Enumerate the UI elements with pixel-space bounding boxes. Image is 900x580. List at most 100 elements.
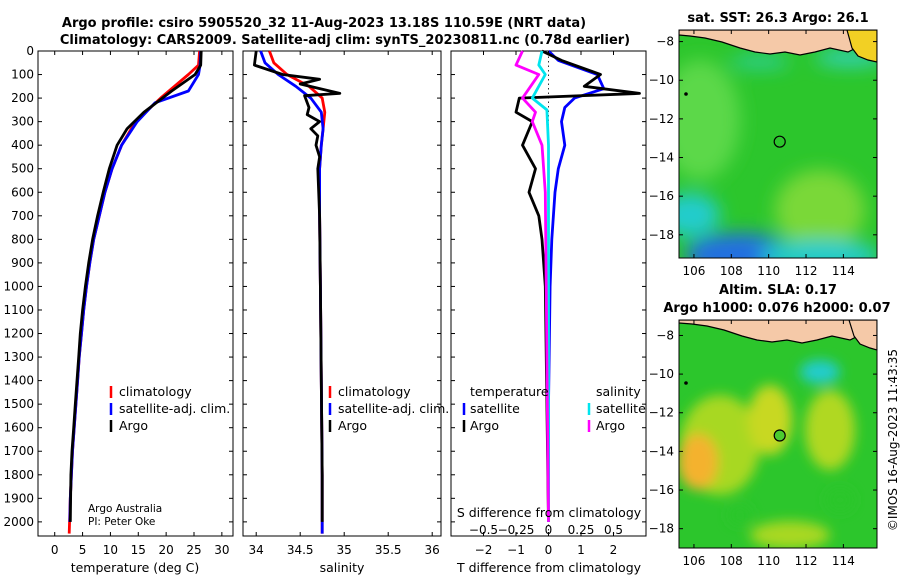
map-x-tick-label: 112 (795, 264, 818, 278)
map-x-tick-label: 110 (757, 264, 780, 278)
x-tick-label: 34 (249, 543, 264, 557)
credit-line2: PI: Peter Oke (88, 516, 155, 528)
sla-island-dot (684, 381, 688, 385)
timestamp-stamp: ©IMOS 16-Aug-2023 11:43:35 (886, 349, 900, 531)
x-tick-label: 5 (79, 543, 87, 557)
x-tick-label: 0 (51, 543, 59, 557)
temperature-ticks: 0100200300400500600700800900100011001200… (3, 44, 233, 557)
y-tick-label: 2000 (3, 515, 34, 529)
legend-label-satellite: satellite-adj. clim. (119, 401, 230, 416)
sla-land-bali (848, 320, 877, 351)
map-x-tick-label: 114 (832, 554, 855, 568)
y-tick-label: 1900 (3, 491, 34, 505)
y-tick-label: 1300 (3, 350, 34, 364)
credit-line1: Argo Australia (88, 503, 162, 515)
legend-title-temperature: temperature (470, 384, 549, 399)
sst-island-dot (684, 92, 688, 96)
sla-patch-yellow-south (750, 521, 830, 548)
legend-title-salinity: salinity (596, 384, 641, 399)
legend-label-argo: Argo (338, 418, 367, 433)
map-y-tick-label: −16 (649, 483, 674, 497)
map-y-tick-label: −8 (656, 35, 674, 49)
y-tick-label: 1600 (3, 421, 34, 435)
map-y-tick-label: −12 (649, 406, 674, 420)
map-x-tick-label: 110 (757, 554, 780, 568)
map-y-tick-label: −8 (656, 328, 674, 342)
map-x-tick-label: 112 (795, 554, 818, 568)
map-y-tick-label: −10 (649, 73, 674, 87)
sla-map-panel: Altim. SLA: 0.17 Argo h1000: 0.076 h2000… (649, 283, 891, 568)
main-title-line2: Climatology: CARS2009. Satellite-adj cli… (60, 33, 630, 48)
x-tick-label-salinity: −0.25 (498, 523, 535, 537)
difference-xlabel: T difference from climatology (456, 560, 642, 575)
x-tick-label: 15 (131, 543, 146, 557)
map-x-tick-label: 114 (832, 264, 855, 278)
temperature-panel: 0100200300400500600700800900100011001200… (3, 44, 234, 575)
sst-patch-cyan-left (679, 193, 720, 237)
x-tick-label: 20 (159, 543, 174, 557)
legend-label-s-argo: Argo (596, 418, 625, 433)
difference-series (514, 49, 641, 522)
map-x-tick-label: 106 (682, 264, 705, 278)
series-line-argo (252, 50, 342, 522)
temperature-series (67, 50, 203, 534)
y-tick-label: 900 (11, 256, 34, 270)
map-x-tick-label: 108 (720, 264, 743, 278)
sla-patch-orange (679, 434, 718, 490)
x-tick-label-salinity: 0.25 (568, 523, 595, 537)
sla-patch-yellow-east (805, 390, 855, 470)
x-tick-label: −2 (475, 543, 493, 557)
y-tick-label: 700 (11, 209, 34, 223)
sst-map-title: sat. SST: 26.3 Argo: 26.1 (687, 11, 868, 26)
salinity-series (252, 50, 342, 534)
y-tick-label: 100 (11, 68, 34, 82)
series-line-satellite-adj-clim- (259, 50, 325, 534)
legend-label-t-satellite: satellite (470, 401, 520, 416)
difference-xlabel-salinity: S difference from climatology (457, 505, 642, 520)
sst-argo-marker (773, 135, 786, 148)
salinity-legend: climatology satellite-adj. clim. Argo (328, 384, 449, 433)
difference-ticks: −2 −1 0 1 2 −0.5 −0.25 0 0.25 0.5 (451, 50, 646, 557)
y-tick-label: 1800 (3, 468, 34, 482)
y-tick-label: 600 (11, 185, 34, 199)
sla-heatmap (679, 320, 877, 548)
map-y-tick-label: −14 (649, 444, 674, 458)
y-tick-label: 1000 (3, 279, 34, 293)
legend-label-argo: Argo (119, 418, 148, 433)
y-tick-label: 200 (11, 91, 34, 105)
sla-ticks: 106 108 110 112 114 −8 −10 −12 −14 −16 −18 (649, 320, 877, 568)
y-tick-label: 1700 (3, 444, 34, 458)
y-tick-label: 0 (26, 44, 34, 58)
sla-patch-cyan (800, 360, 840, 384)
y-tick-label: 400 (11, 138, 34, 152)
x-tick-label: 25 (186, 543, 201, 557)
y-tick-label: 1200 (3, 327, 34, 341)
sla-patch-green-south1 (728, 505, 752, 525)
sst-patch-cyan-bottom (760, 240, 877, 258)
x-tick-label: 2 (610, 543, 618, 557)
x-tick-label: 36 (425, 543, 440, 557)
series-line-salinity-argo (514, 50, 550, 522)
sst-map-panel: sat. SST: 26.3 Argo: 26.1 106 108 110 112 11… (649, 11, 878, 278)
map-y-tick-label: −16 (649, 189, 674, 203)
x-tick-label: 35 (337, 543, 352, 557)
x-tick-label: 1 (577, 543, 585, 557)
difference-legend: temperature salinity satellite Argo sate… (462, 384, 646, 433)
x-tick-label: 34.5 (287, 543, 314, 557)
main-title-line1: Argo profile: csiro 5905520_32 11-Aug-20… (62, 16, 586, 31)
y-tick-label: 300 (11, 115, 34, 129)
legend-label-climatology: climatology (119, 384, 192, 399)
difference-panel: −2 −1 0 1 2 −0.5 −0.25 0 0.25 0.5 T difference fr… (450, 49, 647, 575)
x-tick-label-salinity: 0 (545, 523, 553, 537)
x-tick-label: −1 (507, 543, 525, 557)
series-line-temperature-argo (514, 49, 641, 522)
y-tick-label: 1400 (3, 374, 34, 388)
y-tick-label: 1100 (3, 303, 34, 317)
x-tick-label: 10 (103, 543, 118, 557)
salinity-xlabel: salinity (320, 560, 365, 575)
legend-label-s-satellite: satellite (596, 401, 646, 416)
sla-map-title-line2: Argo h1000: 0.076 h2000: 0.07 (663, 301, 890, 316)
legend-label-climatology: climatology (338, 384, 411, 399)
x-tick-label: 35.5 (375, 543, 402, 557)
